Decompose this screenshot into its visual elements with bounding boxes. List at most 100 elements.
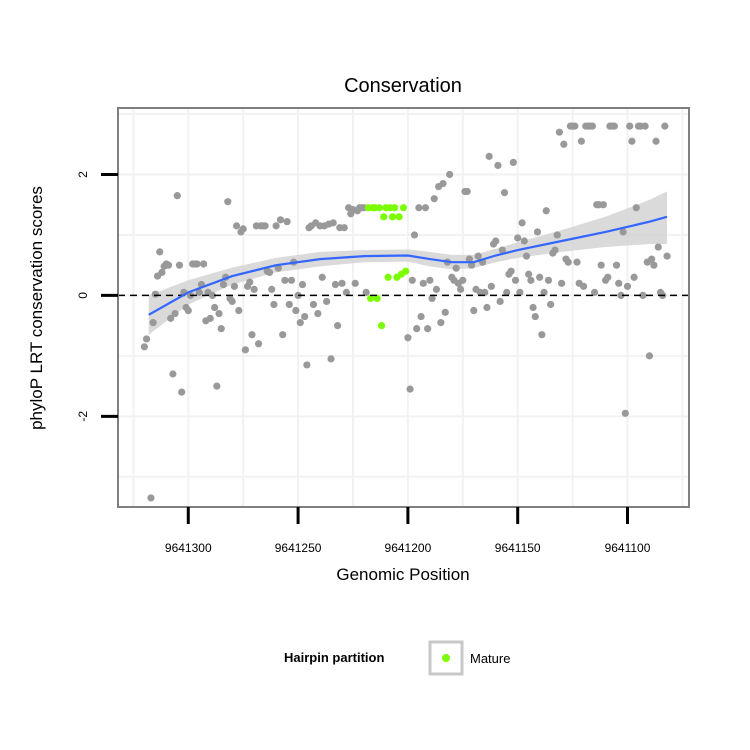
data-point [571, 122, 579, 130]
data-point [527, 276, 535, 284]
data-point [268, 285, 276, 293]
data-point-mature [391, 204, 399, 212]
data-point-mature [399, 204, 408, 212]
data-point [628, 137, 636, 145]
data-point [151, 290, 159, 298]
data-point-mature [395, 213, 403, 221]
data-point [621, 409, 629, 417]
data-point [525, 270, 533, 278]
data-point [415, 204, 423, 212]
x-axis: 9641300 9641250 9641200 9641150 9641100 [165, 507, 651, 555]
data-point [287, 276, 296, 284]
data-point [446, 170, 454, 179]
data-point [318, 273, 326, 281]
data-point [424, 325, 432, 333]
data-point [604, 273, 612, 281]
chart-title: Conservation [344, 75, 462, 97]
legend-key-box [428, 640, 464, 676]
data-point [437, 319, 445, 327]
data-point [577, 137, 585, 145]
data-point [536, 273, 544, 281]
data-point [173, 192, 181, 200]
data-point [272, 222, 280, 230]
data-point-mature [402, 267, 410, 275]
data-point [514, 234, 522, 242]
data-point [340, 224, 348, 232]
data-point-mature [384, 273, 392, 281]
data-point [529, 303, 537, 312]
plot-panel [117, 107, 690, 508]
data-point [630, 273, 638, 281]
data-point [285, 300, 293, 309]
data-point [639, 291, 647, 300]
data-point [590, 288, 599, 296]
data-point [193, 260, 201, 268]
data-point [156, 248, 164, 256]
data-point [206, 314, 214, 322]
data-point [211, 303, 219, 312]
data-point [270, 300, 278, 309]
data-point [542, 207, 550, 215]
data-point [235, 306, 243, 315]
data-point [588, 122, 596, 130]
data-point-mature [380, 213, 388, 221]
data-point [276, 216, 285, 224]
data-point [457, 285, 465, 293]
data-point [296, 319, 304, 327]
data-point [492, 237, 500, 245]
data-point [645, 352, 654, 360]
points-mature [364, 204, 410, 330]
data-point [617, 291, 625, 300]
data-point [432, 285, 441, 293]
data-point [224, 198, 232, 206]
data-point [410, 231, 419, 239]
data-point [413, 325, 421, 333]
data-point [404, 334, 412, 342]
data-point [481, 288, 489, 296]
data-point [158, 268, 166, 277]
data-point [140, 343, 148, 351]
data-point [597, 261, 605, 269]
smooth-line [148, 215, 668, 316]
smooth-curve [148, 215, 668, 316]
data-point [265, 268, 274, 277]
data-point [178, 388, 186, 396]
data-point [474, 252, 482, 260]
data-point [298, 280, 307, 289]
data-point [452, 264, 460, 272]
data-point [599, 201, 607, 209]
data-point [228, 297, 236, 306]
data-point [612, 261, 621, 269]
data-point [652, 137, 660, 145]
data-point [279, 331, 287, 339]
data-point [520, 237, 528, 245]
data-point [494, 161, 502, 170]
legend-key-mature [442, 654, 450, 662]
data-point [560, 140, 568, 148]
data-point [323, 297, 331, 306]
data-point [544, 276, 553, 284]
data-point [661, 122, 669, 130]
data-point [507, 267, 515, 275]
data-point [573, 258, 581, 266]
data-point [250, 285, 258, 293]
data-point [342, 288, 350, 296]
data-point [421, 204, 430, 212]
data-point [441, 308, 449, 316]
data-point [351, 279, 359, 287]
data-point [149, 319, 157, 327]
data-point [200, 260, 208, 268]
points-other [140, 122, 671, 502]
data-point [615, 279, 623, 287]
panel-border [117, 107, 690, 508]
data-point [547, 300, 555, 309]
data-point [334, 322, 342, 330]
data-point [610, 122, 618, 130]
data-point [430, 195, 438, 203]
data-point [215, 309, 223, 318]
data-point [230, 282, 238, 290]
y-axis: -2 0 2 [76, 171, 118, 422]
data-point [208, 291, 217, 300]
data-point [274, 264, 282, 272]
